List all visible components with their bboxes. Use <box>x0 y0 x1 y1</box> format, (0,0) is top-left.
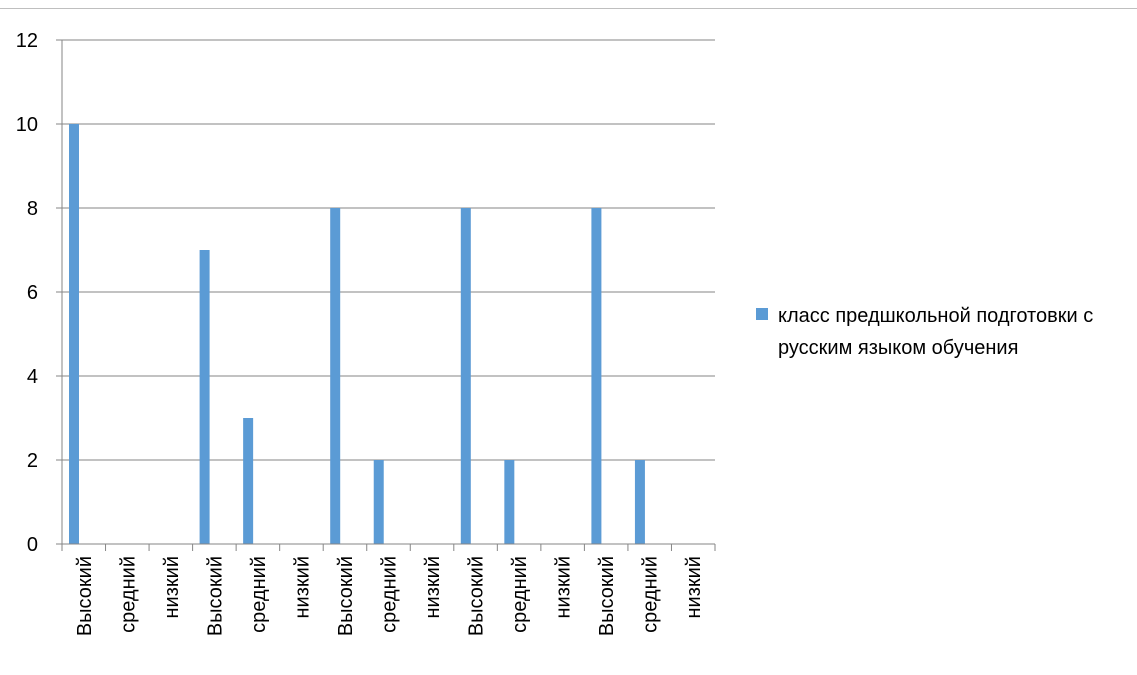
y-tick-label: 4 <box>27 366 38 388</box>
x-axis <box>56 40 716 551</box>
top-border-line <box>0 8 1137 9</box>
y-axis-tick-labels: 0 2 4 6 8 10 12 <box>16 30 38 556</box>
y-tick-label: 2 <box>27 450 38 472</box>
x-category-label: низкий <box>683 556 705 618</box>
bar <box>373 460 384 544</box>
x-category-label: низкий <box>291 556 313 618</box>
x-axis-category-labels: Высокий средний низкий Высокий средний низкий… <box>74 556 705 636</box>
bar <box>330 208 341 544</box>
x-category-label: средний <box>640 556 662 633</box>
y-tick-label: 0 <box>27 534 38 556</box>
x-category-label: средний <box>248 556 270 633</box>
x-category-label: средний <box>117 556 139 633</box>
bar <box>243 418 254 544</box>
y-tick-label: 8 <box>27 198 38 220</box>
gridlines <box>56 39 715 461</box>
x-category-label: Высокий <box>335 556 357 636</box>
x-category-label: низкий <box>422 556 444 618</box>
y-tick-label: 12 <box>16 30 38 52</box>
bar <box>199 250 210 544</box>
bar <box>460 208 471 544</box>
y-tick-label: 6 <box>27 282 38 304</box>
bar <box>634 460 645 544</box>
x-category-label: низкий <box>161 556 183 618</box>
x-category-label: Высокий <box>204 556 226 636</box>
legend-swatch <box>756 308 768 320</box>
legend-series-label: класс предшкольной подготовки с русским … <box>778 305 1094 359</box>
bar <box>504 460 515 544</box>
x-category-label: Высокий <box>74 556 96 636</box>
bar <box>69 124 79 544</box>
bar <box>591 208 602 544</box>
x-category-label: низкий <box>553 556 575 618</box>
x-category-label: средний <box>379 556 401 633</box>
bars <box>69 124 645 544</box>
x-category-label: средний <box>509 556 531 633</box>
y-tick-label: 10 <box>16 114 38 136</box>
x-category-label: Высокий <box>596 556 618 636</box>
x-category-label: Высокий <box>466 556 488 636</box>
